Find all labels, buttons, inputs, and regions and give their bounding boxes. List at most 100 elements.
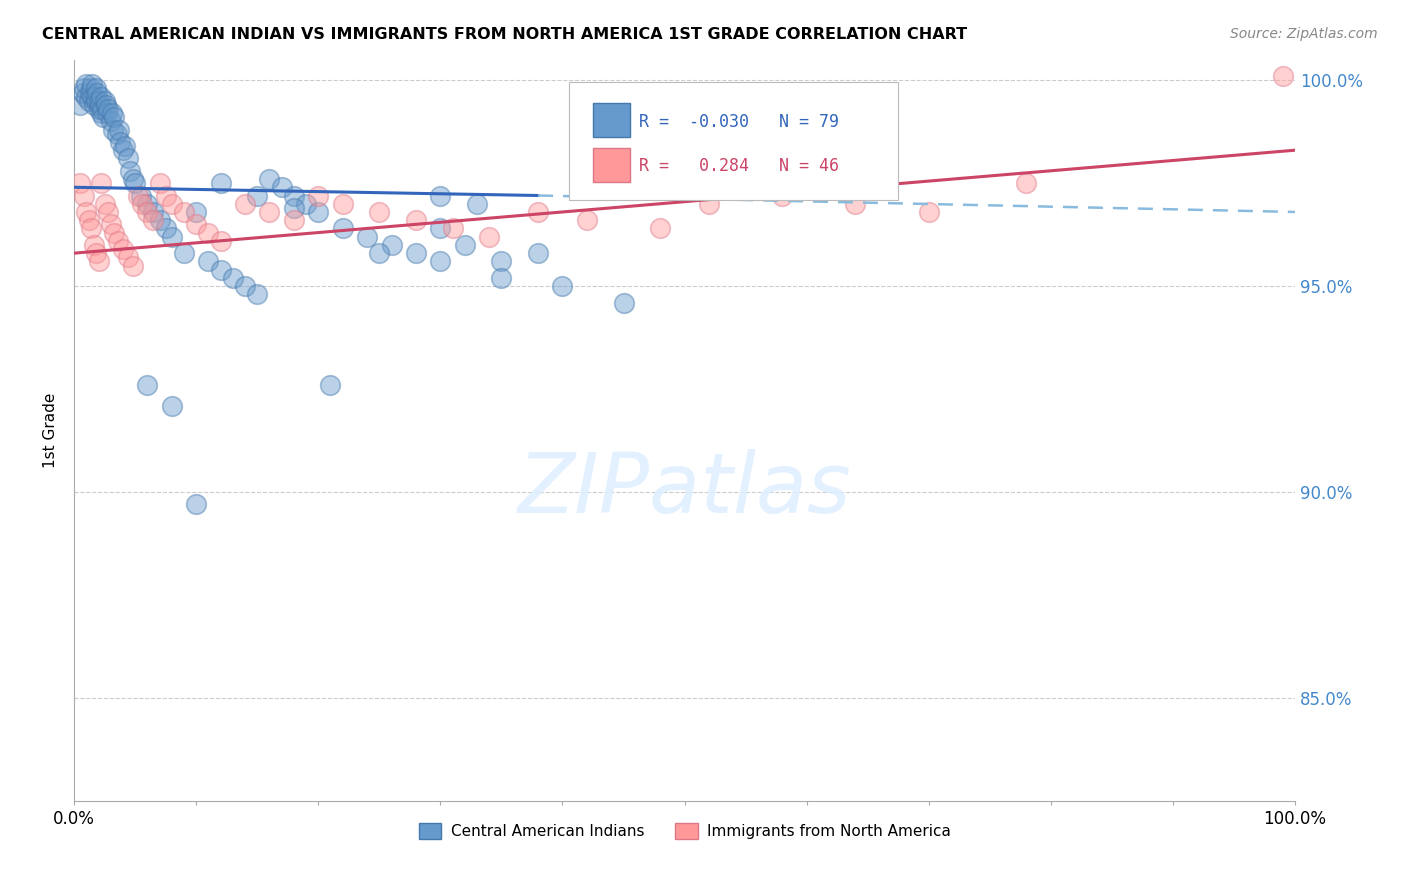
Point xyxy=(114,139,136,153)
Point xyxy=(160,229,183,244)
Point xyxy=(87,102,110,116)
Point xyxy=(283,201,305,215)
Point xyxy=(368,205,391,219)
Point xyxy=(93,196,115,211)
Point xyxy=(160,196,183,211)
Point xyxy=(197,226,219,240)
Point xyxy=(307,205,329,219)
Point xyxy=(319,378,342,392)
Point xyxy=(91,102,114,116)
Point xyxy=(454,238,477,252)
Point xyxy=(160,399,183,413)
Point xyxy=(527,205,550,219)
Bar xyxy=(593,103,630,137)
Point xyxy=(84,81,107,95)
Point xyxy=(83,98,105,112)
Point xyxy=(100,114,122,128)
Point xyxy=(209,176,232,190)
Point xyxy=(101,106,124,120)
Point xyxy=(73,81,96,95)
Point xyxy=(612,295,634,310)
Y-axis label: 1st Grade: 1st Grade xyxy=(44,392,58,468)
Point xyxy=(918,205,941,219)
Point xyxy=(197,254,219,268)
Point xyxy=(101,122,124,136)
Point xyxy=(86,86,108,100)
Point xyxy=(90,176,112,190)
Point xyxy=(441,221,464,235)
Point xyxy=(121,172,143,186)
Point xyxy=(82,78,104,92)
Point xyxy=(97,102,120,116)
Text: ZIPatlas: ZIPatlas xyxy=(517,449,852,530)
Point xyxy=(491,254,513,268)
Point xyxy=(478,229,501,244)
Point xyxy=(429,221,451,235)
Point xyxy=(110,135,132,149)
Point xyxy=(83,238,105,252)
Point xyxy=(73,188,96,202)
Point xyxy=(173,246,195,260)
Point xyxy=(186,497,208,511)
Point xyxy=(117,250,139,264)
Point xyxy=(356,229,378,244)
Point xyxy=(94,98,117,112)
Legend: Central American Indians, Immigrants from North America: Central American Indians, Immigrants fro… xyxy=(412,817,956,845)
Point xyxy=(75,78,97,92)
Point xyxy=(124,176,146,190)
Point xyxy=(844,196,866,211)
Point xyxy=(136,378,159,392)
Point xyxy=(79,86,101,100)
Point xyxy=(283,188,305,202)
Point xyxy=(90,106,112,120)
Point xyxy=(429,254,451,268)
Point xyxy=(429,188,451,202)
Point xyxy=(82,89,104,103)
Point xyxy=(332,196,354,211)
Point xyxy=(233,196,256,211)
Point xyxy=(246,188,269,202)
Point xyxy=(246,287,269,301)
Point xyxy=(96,106,118,120)
FancyBboxPatch shape xyxy=(568,82,898,201)
Point xyxy=(127,188,149,202)
Point xyxy=(75,205,97,219)
Text: R =   0.284   N = 46: R = 0.284 N = 46 xyxy=(640,157,839,176)
Point xyxy=(108,122,131,136)
Point xyxy=(111,242,134,256)
Point xyxy=(283,213,305,227)
Point xyxy=(209,262,232,277)
Point xyxy=(121,259,143,273)
Point xyxy=(307,188,329,202)
Point xyxy=(75,89,97,103)
Point xyxy=(107,234,129,248)
Point xyxy=(136,205,159,219)
Point xyxy=(186,217,208,231)
Point xyxy=(186,205,208,219)
Point xyxy=(770,188,793,202)
Point xyxy=(222,271,245,285)
Point xyxy=(527,246,550,260)
Point xyxy=(117,152,139,166)
Point xyxy=(405,246,427,260)
Point xyxy=(491,271,513,285)
Point xyxy=(465,196,488,211)
Point xyxy=(69,176,91,190)
Point xyxy=(148,213,170,227)
Point xyxy=(105,127,128,141)
Point xyxy=(90,89,112,103)
Point xyxy=(270,180,292,194)
Point xyxy=(80,221,103,235)
Point xyxy=(142,213,165,227)
Point xyxy=(120,163,142,178)
Point xyxy=(111,143,134,157)
Point xyxy=(295,196,318,211)
Point xyxy=(97,205,120,219)
Point xyxy=(103,226,125,240)
Point xyxy=(173,205,195,219)
Point xyxy=(84,94,107,108)
Point xyxy=(69,98,91,112)
Point xyxy=(72,86,94,100)
Point xyxy=(131,196,153,211)
Point xyxy=(129,188,152,202)
